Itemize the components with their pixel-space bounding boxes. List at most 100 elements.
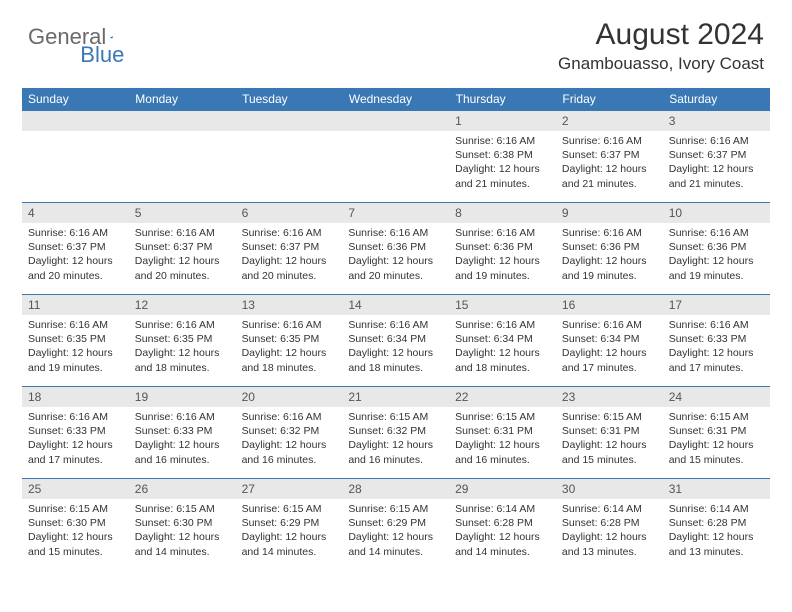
day-details: Sunrise: 6:15 AMSunset: 6:30 PMDaylight:… (129, 499, 236, 563)
calendar-cell: 4Sunrise: 6:16 AMSunset: 6:37 PMDaylight… (22, 202, 129, 294)
sunrise-line: Sunrise: 6:16 AM (348, 226, 443, 240)
day-details: Sunrise: 6:16 AMSunset: 6:34 PMDaylight:… (556, 315, 663, 379)
sunset-line: Sunset: 6:33 PM (135, 424, 230, 438)
calendar-cell: 24Sunrise: 6:15 AMSunset: 6:31 PMDayligh… (663, 386, 770, 478)
sunset-line: Sunset: 6:31 PM (562, 424, 657, 438)
sunset-line: Sunset: 6:29 PM (348, 516, 443, 530)
sunset-line: Sunset: 6:31 PM (455, 424, 550, 438)
day-details: Sunrise: 6:16 AMSunset: 6:34 PMDaylight:… (342, 315, 449, 379)
weekday-header: Monday (129, 88, 236, 110)
sunrise-line: Sunrise: 6:14 AM (669, 502, 764, 516)
sunset-line: Sunset: 6:37 PM (28, 240, 123, 254)
daylight-line: Daylight: 12 hours and 20 minutes. (28, 254, 123, 282)
day-number: 22 (449, 386, 556, 407)
calendar-cell: 16Sunrise: 6:16 AMSunset: 6:34 PMDayligh… (556, 294, 663, 386)
sunset-line: Sunset: 6:32 PM (348, 424, 443, 438)
sunrise-line: Sunrise: 6:15 AM (242, 502, 337, 516)
daylight-line: Daylight: 12 hours and 21 minutes. (562, 162, 657, 190)
daylight-line: Daylight: 12 hours and 20 minutes. (348, 254, 443, 282)
calendar-cell: 7Sunrise: 6:16 AMSunset: 6:36 PMDaylight… (342, 202, 449, 294)
sunset-line: Sunset: 6:32 PM (242, 424, 337, 438)
calendar-cell: 21Sunrise: 6:15 AMSunset: 6:32 PMDayligh… (342, 386, 449, 478)
calendar-cell: 14Sunrise: 6:16 AMSunset: 6:34 PMDayligh… (342, 294, 449, 386)
calendar-cell: 28Sunrise: 6:15 AMSunset: 6:29 PMDayligh… (342, 478, 449, 570)
day-details: Sunrise: 6:16 AMSunset: 6:37 PMDaylight:… (556, 131, 663, 195)
sunrise-line: Sunrise: 6:16 AM (28, 318, 123, 332)
calendar-week-row: 18Sunrise: 6:16 AMSunset: 6:33 PMDayligh… (22, 386, 770, 478)
calendar-cell: 11Sunrise: 6:16 AMSunset: 6:35 PMDayligh… (22, 294, 129, 386)
title-block: August 2024 Gnambouasso, Ivory Coast (558, 18, 764, 74)
day-details: Sunrise: 6:16 AMSunset: 6:36 PMDaylight:… (449, 223, 556, 287)
sunrise-line: Sunrise: 6:16 AM (669, 134, 764, 148)
calendar-week-row: 25Sunrise: 6:15 AMSunset: 6:30 PMDayligh… (22, 478, 770, 570)
header: General Blue August 2024 Gnambouasso, Iv… (0, 0, 792, 82)
day-details: Sunrise: 6:16 AMSunset: 6:33 PMDaylight:… (22, 407, 129, 471)
sunrise-line: Sunrise: 6:16 AM (135, 226, 230, 240)
daylight-line: Daylight: 12 hours and 19 minutes. (562, 254, 657, 282)
daylight-line: Daylight: 12 hours and 17 minutes. (669, 346, 764, 374)
daylight-line: Daylight: 12 hours and 15 minutes. (28, 530, 123, 558)
daylight-line: Daylight: 12 hours and 13 minutes. (562, 530, 657, 558)
day-number: 24 (663, 386, 770, 407)
daylight-line: Daylight: 12 hours and 21 minutes. (669, 162, 764, 190)
day-number: 18 (22, 386, 129, 407)
daylight-line: Daylight: 12 hours and 15 minutes. (562, 438, 657, 466)
day-details: Sunrise: 6:14 AMSunset: 6:28 PMDaylight:… (663, 499, 770, 563)
daylight-line: Daylight: 12 hours and 14 minutes. (135, 530, 230, 558)
sunrise-line: Sunrise: 6:14 AM (455, 502, 550, 516)
day-details: Sunrise: 6:16 AMSunset: 6:36 PMDaylight:… (556, 223, 663, 287)
daylight-line: Daylight: 12 hours and 18 minutes. (242, 346, 337, 374)
sunset-line: Sunset: 6:33 PM (669, 332, 764, 346)
day-details: Sunrise: 6:16 AMSunset: 6:37 PMDaylight:… (22, 223, 129, 287)
day-number: 21 (342, 386, 449, 407)
day-number: 7 (342, 202, 449, 223)
calendar-cell (129, 110, 236, 202)
day-number: 30 (556, 478, 663, 499)
sunrise-line: Sunrise: 6:16 AM (455, 134, 550, 148)
daylight-line: Daylight: 12 hours and 14 minutes. (242, 530, 337, 558)
sunset-line: Sunset: 6:35 PM (242, 332, 337, 346)
calendar-body: 1Sunrise: 6:16 AMSunset: 6:38 PMDaylight… (22, 110, 770, 570)
day-number: 27 (236, 478, 343, 499)
day-details: Sunrise: 6:15 AMSunset: 6:32 PMDaylight:… (342, 407, 449, 471)
calendar-header-row: SundayMondayTuesdayWednesdayThursdayFrid… (22, 88, 770, 110)
calendar-cell: 26Sunrise: 6:15 AMSunset: 6:30 PMDayligh… (129, 478, 236, 570)
day-number: 31 (663, 478, 770, 499)
sunrise-line: Sunrise: 6:16 AM (242, 318, 337, 332)
day-number: 14 (342, 294, 449, 315)
calendar-cell: 20Sunrise: 6:16 AMSunset: 6:32 PMDayligh… (236, 386, 343, 478)
calendar-cell: 31Sunrise: 6:14 AMSunset: 6:28 PMDayligh… (663, 478, 770, 570)
sunset-line: Sunset: 6:31 PM (669, 424, 764, 438)
sunrise-line: Sunrise: 6:16 AM (135, 410, 230, 424)
day-number: 19 (129, 386, 236, 407)
sunset-line: Sunset: 6:28 PM (562, 516, 657, 530)
day-number: 9 (556, 202, 663, 223)
sunset-line: Sunset: 6:34 PM (348, 332, 443, 346)
day-number: 6 (236, 202, 343, 223)
daylight-line: Daylight: 12 hours and 19 minutes. (455, 254, 550, 282)
day-number: 12 (129, 294, 236, 315)
calendar-cell: 13Sunrise: 6:16 AMSunset: 6:35 PMDayligh… (236, 294, 343, 386)
sunrise-line: Sunrise: 6:15 AM (455, 410, 550, 424)
sunrise-line: Sunrise: 6:15 AM (28, 502, 123, 516)
daylight-line: Daylight: 12 hours and 14 minutes. (348, 530, 443, 558)
day-number: 20 (236, 386, 343, 407)
day-details: Sunrise: 6:14 AMSunset: 6:28 PMDaylight:… (449, 499, 556, 563)
sunset-line: Sunset: 6:36 PM (562, 240, 657, 254)
day-number: 15 (449, 294, 556, 315)
sunset-line: Sunset: 6:35 PM (135, 332, 230, 346)
calendar-week-row: 1Sunrise: 6:16 AMSunset: 6:38 PMDaylight… (22, 110, 770, 202)
sunrise-line: Sunrise: 6:16 AM (242, 410, 337, 424)
day-number: 10 (663, 202, 770, 223)
calendar-cell (342, 110, 449, 202)
daylight-line: Daylight: 12 hours and 13 minutes. (669, 530, 764, 558)
daylight-line: Daylight: 12 hours and 17 minutes. (562, 346, 657, 374)
calendar-cell: 19Sunrise: 6:16 AMSunset: 6:33 PMDayligh… (129, 386, 236, 478)
calendar-cell: 23Sunrise: 6:15 AMSunset: 6:31 PMDayligh… (556, 386, 663, 478)
day-number: 8 (449, 202, 556, 223)
empty-day (236, 110, 343, 131)
sunset-line: Sunset: 6:35 PM (28, 332, 123, 346)
daylight-line: Daylight: 12 hours and 20 minutes. (242, 254, 337, 282)
day-number: 16 (556, 294, 663, 315)
calendar-table: SundayMondayTuesdayWednesdayThursdayFrid… (22, 88, 770, 570)
